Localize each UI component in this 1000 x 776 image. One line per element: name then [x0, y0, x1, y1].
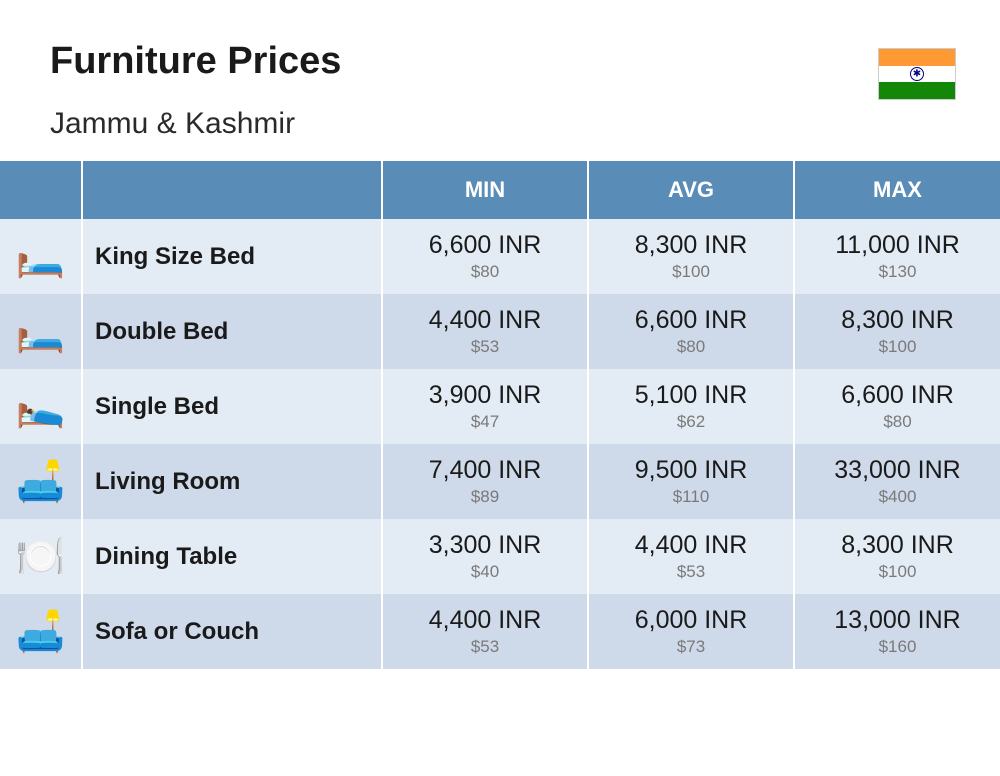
page-title: Furniture Prices: [50, 40, 950, 83]
min-price-cell: 7,400 INR$89: [382, 444, 588, 519]
min-price-cell: 6,600 INR$80: [382, 219, 588, 294]
min-inr: 3,900 INR: [383, 381, 587, 410]
india-flag-icon: [878, 48, 956, 100]
avg-usd: $80: [589, 337, 793, 357]
table-row: 🛌Single Bed3,900 INR$475,100 INR$626,600…: [0, 369, 1000, 444]
table-row: 🛏️King Size Bed6,600 INR$808,300 INR$100…: [0, 219, 1000, 294]
table-row: 🛋️Sofa or Couch4,400 INR$536,000 INR$731…: [0, 594, 1000, 669]
item-name: Single Bed: [82, 369, 382, 444]
living-room-icon: 🛋️: [0, 444, 82, 519]
min-price-cell: 4,400 INR$53: [382, 594, 588, 669]
min-inr: 6,600 INR: [383, 231, 587, 260]
king-bed-icon: 🛏️: [0, 219, 82, 294]
min-usd: $53: [383, 637, 587, 657]
min-inr: 3,300 INR: [383, 531, 587, 560]
max-price-cell: 13,000 INR$160: [794, 594, 1000, 669]
max-inr: 6,600 INR: [795, 381, 1000, 410]
item-name: Double Bed: [82, 294, 382, 369]
header-max: MAX: [794, 161, 1000, 219]
page-subtitle: Jammu & Kashmir: [50, 107, 950, 141]
sofa-icon: 🛋️: [0, 594, 82, 669]
header-min: MIN: [382, 161, 588, 219]
avg-price-cell: 5,100 INR$62: [588, 369, 794, 444]
avg-inr: 4,400 INR: [589, 531, 793, 560]
header-name-col: [82, 161, 382, 219]
avg-usd: $100: [589, 262, 793, 282]
min-usd: $47: [383, 412, 587, 432]
item-name: King Size Bed: [82, 219, 382, 294]
min-inr: 4,400 INR: [383, 606, 587, 635]
min-inr: 7,400 INR: [383, 456, 587, 485]
avg-price-cell: 9,500 INR$110: [588, 444, 794, 519]
table-row: 🛏️Double Bed4,400 INR$536,600 INR$808,30…: [0, 294, 1000, 369]
avg-inr: 9,500 INR: [589, 456, 793, 485]
min-usd: $40: [383, 562, 587, 582]
table-row: 🍽️Dining Table3,300 INR$404,400 INR$538,…: [0, 519, 1000, 594]
min-usd: $53: [383, 337, 587, 357]
max-usd: $130: [795, 262, 1000, 282]
avg-usd: $62: [589, 412, 793, 432]
min-price-cell: 3,300 INR$40: [382, 519, 588, 594]
min-usd: $80: [383, 262, 587, 282]
max-price-cell: 33,000 INR$400: [794, 444, 1000, 519]
avg-inr: 5,100 INR: [589, 381, 793, 410]
header-avg: AVG: [588, 161, 794, 219]
max-usd: $100: [795, 337, 1000, 357]
max-price-cell: 8,300 INR$100: [794, 519, 1000, 594]
max-inr: 8,300 INR: [795, 306, 1000, 335]
min-price-cell: 4,400 INR$53: [382, 294, 588, 369]
avg-usd: $73: [589, 637, 793, 657]
avg-price-cell: 6,000 INR$73: [588, 594, 794, 669]
price-table: MIN AVG MAX 🛏️King Size Bed6,600 INR$808…: [0, 161, 1000, 669]
table-header-row: MIN AVG MAX: [0, 161, 1000, 219]
max-usd: $80: [795, 412, 1000, 432]
single-bed-icon: 🛌: [0, 369, 82, 444]
avg-usd: $110: [589, 487, 793, 507]
max-inr: 13,000 INR: [795, 606, 1000, 635]
dining-table-icon: 🍽️: [0, 519, 82, 594]
max-inr: 8,300 INR: [795, 531, 1000, 560]
max-price-cell: 6,600 INR$80: [794, 369, 1000, 444]
min-usd: $89: [383, 487, 587, 507]
avg-price-cell: 6,600 INR$80: [588, 294, 794, 369]
item-name: Living Room: [82, 444, 382, 519]
item-name: Sofa or Couch: [82, 594, 382, 669]
avg-usd: $53: [589, 562, 793, 582]
table-row: 🛋️Living Room7,400 INR$899,500 INR$11033…: [0, 444, 1000, 519]
max-usd: $400: [795, 487, 1000, 507]
header-icon-col: [0, 161, 82, 219]
max-usd: $100: [795, 562, 1000, 582]
min-inr: 4,400 INR: [383, 306, 587, 335]
avg-inr: 6,600 INR: [589, 306, 793, 335]
double-bed-icon: 🛏️: [0, 294, 82, 369]
avg-price-cell: 4,400 INR$53: [588, 519, 794, 594]
item-name: Dining Table: [82, 519, 382, 594]
max-price-cell: 11,000 INR$130: [794, 219, 1000, 294]
avg-inr: 6,000 INR: [589, 606, 793, 635]
max-inr: 33,000 INR: [795, 456, 1000, 485]
avg-price-cell: 8,300 INR$100: [588, 219, 794, 294]
min-price-cell: 3,900 INR$47: [382, 369, 588, 444]
max-inr: 11,000 INR: [795, 231, 1000, 260]
avg-inr: 8,300 INR: [589, 231, 793, 260]
max-usd: $160: [795, 637, 1000, 657]
header: Furniture Prices Jammu & Kashmir: [0, 0, 1000, 161]
max-price-cell: 8,300 INR$100: [794, 294, 1000, 369]
